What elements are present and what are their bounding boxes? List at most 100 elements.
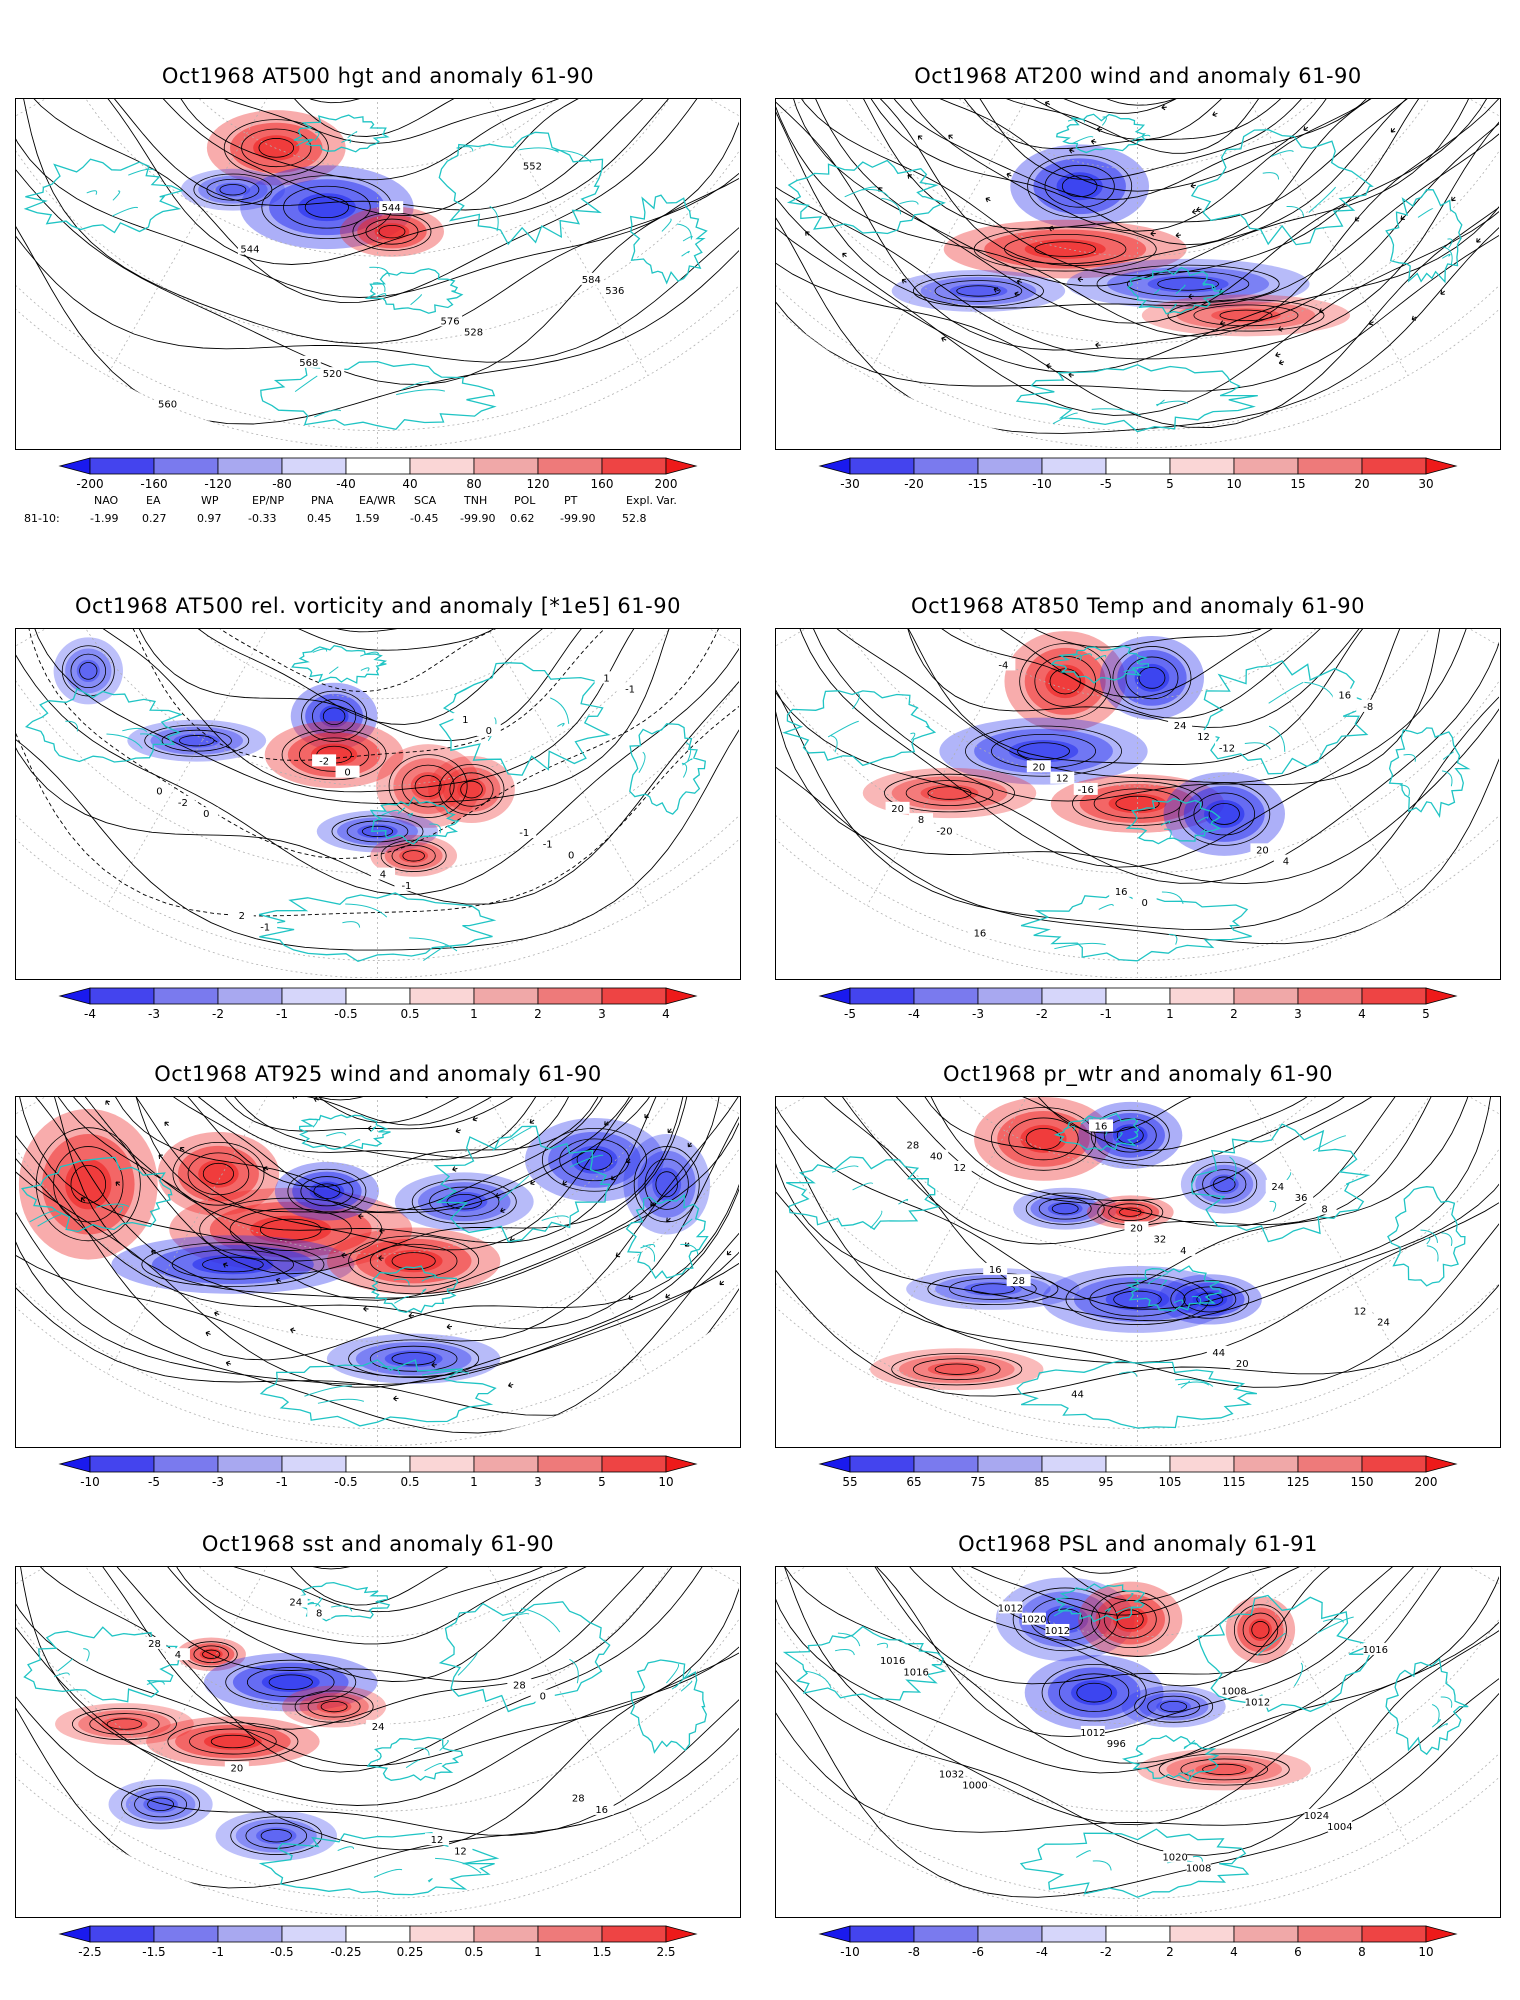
colorbar-cell (849, 1925, 915, 1943)
coastline (291, 644, 388, 684)
contour-label: 28 (1012, 1276, 1025, 1287)
contour-line (16, 1097, 739, 1361)
colorbar-cell (217, 1455, 283, 1473)
country-border (1202, 283, 1216, 292)
contour-line (970, 1283, 1015, 1295)
streamline-arrow (1190, 182, 1196, 189)
contour-line (945, 99, 1346, 114)
country-border (1440, 1696, 1453, 1708)
colorbar-end-left (58, 457, 91, 475)
colorbar-cell (1169, 987, 1235, 1005)
contour-line (776, 629, 1499, 931)
contour-label: -1 (260, 922, 270, 933)
country-border (830, 735, 838, 753)
streamline-arrow (472, 1116, 478, 1122)
coastline (21, 1156, 173, 1233)
contour-line (920, 1097, 1346, 1134)
country-border (1164, 828, 1172, 839)
country-border (1286, 206, 1305, 218)
country-border (682, 758, 693, 766)
colorbar-cell (601, 1455, 667, 1473)
colorbar-cell (345, 1455, 411, 1473)
coastline (1388, 727, 1471, 819)
index-header: PT (564, 494, 578, 507)
anomaly-shade (297, 193, 356, 222)
country-border (1104, 1608, 1111, 1613)
anomaly-shade (920, 276, 1037, 305)
contour-label-bg (335, 765, 360, 778)
colorbar-end-right (1425, 1455, 1458, 1473)
contour-label: 28 (572, 1794, 585, 1805)
colorbar-tick-label: 80 (466, 477, 481, 491)
country-border (1175, 1378, 1214, 1387)
country-border (1426, 1245, 1439, 1262)
contour-line (776, 629, 1499, 884)
streamline-arrow (80, 1197, 86, 1202)
colorbar-tick-label: -80 (272, 477, 292, 491)
country-border (456, 146, 474, 152)
coastline (1125, 797, 1222, 845)
contour-label: 4 (1283, 857, 1289, 868)
country-border (569, 1658, 579, 1684)
country-border (1175, 284, 1186, 295)
contour-label: 1024 (1304, 1811, 1329, 1822)
contour-label: 1012 (1080, 1728, 1105, 1739)
contour-label-bg (904, 1665, 929, 1678)
colorbar-cell (849, 987, 915, 1005)
colorbar-tick-label: 5 (1422, 1007, 1430, 1021)
colorbar-cell (913, 457, 979, 475)
country-border (557, 722, 565, 727)
contour-line (865, 629, 1389, 719)
country-border (1268, 681, 1304, 704)
country-border (1126, 1593, 1134, 1602)
colorbar-cell (1233, 457, 1299, 475)
index-value: -0.45 (410, 512, 439, 525)
graticule-meridian (377, 1567, 649, 1844)
anomaly-shade (65, 648, 112, 694)
contour-label-bg (1230, 1357, 1255, 1370)
country-border (642, 1245, 656, 1262)
streamline-arrow (1275, 352, 1281, 358)
country-border (1200, 828, 1207, 834)
contour-label: 1 (462, 715, 468, 726)
contour-line (141, 1097, 598, 1132)
streamline-arrow (358, 1213, 364, 1220)
country-border (410, 294, 422, 306)
contour-label: 24 (372, 1722, 385, 1733)
contour-line (283, 185, 371, 229)
colorbar-tick-label: 120 (527, 477, 550, 491)
contour-line (176, 1097, 566, 1124)
coastline (293, 114, 390, 153)
graticule-meridian (377, 99, 649, 376)
contour-line (912, 1358, 1001, 1381)
anomaly-shade (76, 659, 100, 683)
country-border (140, 733, 163, 745)
country-border (521, 1607, 561, 1633)
colorbar-tick-label: 2 (534, 1007, 542, 1021)
country-border (317, 1398, 365, 1404)
contour-line (973, 226, 1157, 272)
contour-line (776, 1567, 1499, 1764)
coastline (1020, 889, 1252, 962)
country-border (1080, 1117, 1094, 1125)
colorbar-cell (281, 1455, 347, 1473)
country-border (369, 266, 390, 277)
contour-label: 12 (1197, 732, 1210, 743)
contour-label: 20 (1032, 762, 1045, 773)
contour-line (71, 1707, 177, 1741)
contour-label-bg (370, 867, 395, 880)
contour-label: 8 (316, 1609, 322, 1620)
colorbar-cell (601, 987, 667, 1005)
streamline-arrow (1048, 225, 1055, 232)
contour-label: 24 (1377, 1318, 1390, 1329)
contour-line (16, 1097, 739, 1388)
coastline (1050, 645, 1150, 684)
index-value: 0.27 (142, 512, 167, 525)
colorbar-end-right (665, 1925, 698, 1943)
streamline-arrow (1196, 206, 1202, 213)
streamline-arrow (313, 1097, 319, 1102)
graticule-meridian (106, 1567, 378, 1844)
streamline-arrow (275, 1277, 282, 1284)
country-border (341, 139, 352, 144)
contour-line (784, 99, 1499, 287)
